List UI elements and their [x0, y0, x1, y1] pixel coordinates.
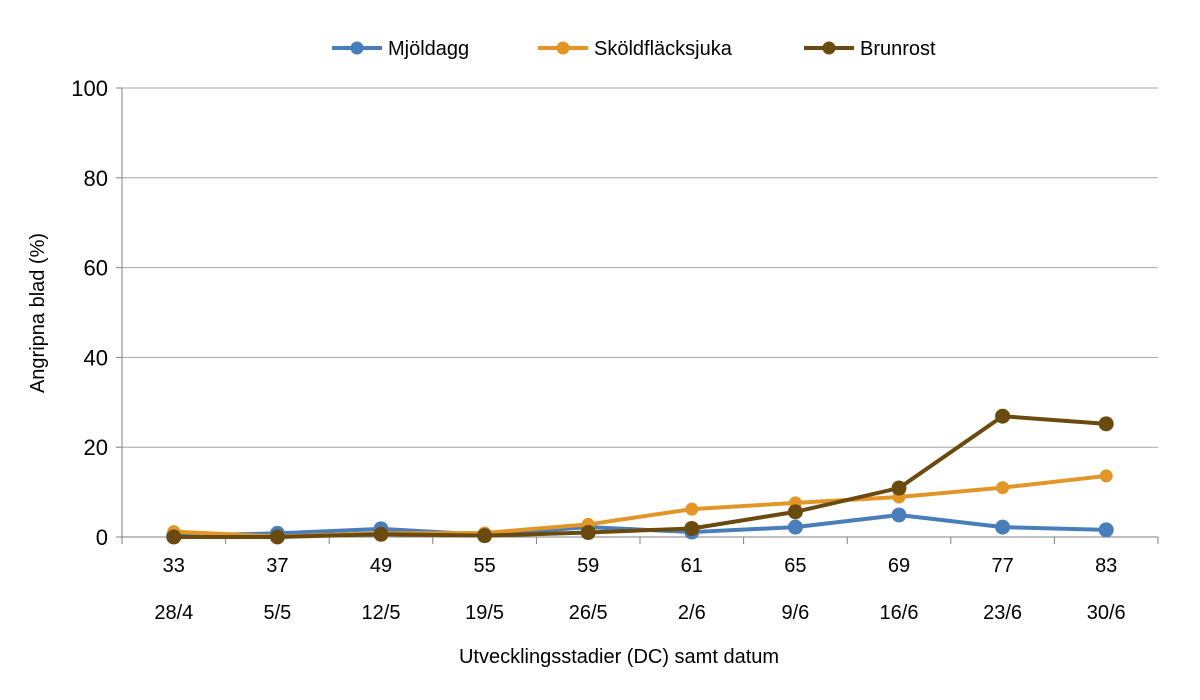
data-point	[996, 481, 1010, 495]
legend-swatch-marker	[822, 41, 836, 55]
data-point	[1098, 522, 1114, 538]
x-tick-label-dc: 61	[681, 555, 703, 577]
data-point	[373, 526, 389, 542]
legend: Mjöldagg Sköldfläcksjuka Brunrost	[332, 38, 936, 60]
data-point	[1099, 469, 1113, 483]
y-tick-label: 80	[84, 166, 108, 191]
series-line	[173, 473, 1107, 539]
x-tick-label-dc: 69	[888, 555, 910, 577]
legend-swatch-marker	[556, 41, 570, 55]
x-tick-label-dc: 83	[1095, 555, 1117, 577]
x-tick-label-dc: 49	[370, 555, 392, 577]
x-tick-label-date: 28/4	[154, 602, 193, 624]
legend-item: Mjöldagg	[332, 38, 469, 60]
y-tick-label: 100	[71, 76, 108, 101]
data-point	[1098, 416, 1114, 432]
y-tick-label: 60	[84, 256, 108, 281]
legend-label: Mjöldagg	[388, 38, 469, 60]
y-tick-label: 0	[96, 525, 108, 550]
legend-label: Brunrost	[860, 38, 936, 60]
x-tick-label-date: 23/6	[983, 602, 1022, 624]
y-tick-label: 20	[84, 435, 108, 460]
x-tick-label-dc: 55	[473, 555, 495, 577]
x-tick-label-date: 9/6	[781, 602, 809, 624]
x-tick-label-date: 19/5	[465, 602, 504, 624]
y-axis-ticks: 0 20 40 60 80 100	[71, 76, 123, 550]
legend-item: Sköldfläcksjuka	[538, 38, 733, 60]
data-point	[684, 520, 700, 536]
series-line	[173, 414, 1107, 539]
x-tick-label-date: 30/6	[1087, 602, 1126, 624]
legend-swatch-marker	[350, 41, 364, 55]
data-point	[891, 480, 907, 496]
x-tick-label-dc: 65	[784, 555, 806, 577]
x-axis-title: Utvecklingsstadier (DC) samt datum	[459, 646, 779, 668]
y-tick-label: 40	[84, 345, 108, 370]
data-point	[787, 504, 803, 520]
x-tick-label-date: 16/6	[880, 602, 919, 624]
series-lines	[166, 408, 1114, 545]
data-point	[269, 529, 285, 545]
y-axis-title: Angripna blad (%)	[27, 233, 49, 393]
data-point	[995, 519, 1011, 535]
data-point	[891, 507, 907, 523]
x-tick-label-date: 26/5	[569, 602, 608, 624]
series-Brunrost	[166, 408, 1114, 545]
data-point	[685, 502, 699, 516]
data-point	[166, 529, 182, 545]
x-tick-label-dc: 37	[266, 555, 288, 577]
legend-item: Brunrost	[804, 38, 936, 60]
x-tick-label-date: 12/5	[362, 602, 401, 624]
x-tick-label-dc: 59	[577, 555, 599, 577]
x-tick-label-dc: 33	[163, 555, 185, 577]
gridlines	[122, 87, 1158, 538]
data-point	[580, 525, 596, 541]
x-tick-label-date: 5/5	[263, 602, 291, 624]
x-tick-label-dc: 77	[991, 555, 1013, 577]
data-point	[477, 528, 493, 544]
legend-label: Sköldfläcksjuka	[594, 38, 733, 60]
x-tick-label-date: 2/6	[678, 602, 706, 624]
data-point	[995, 408, 1011, 424]
x-axis-ticks: 33 28/4 37 5/5 49 12/5 55 19/5 59 26/5 61 2/6 65 9/6 6…	[121, 537, 1159, 624]
data-point	[787, 519, 803, 535]
